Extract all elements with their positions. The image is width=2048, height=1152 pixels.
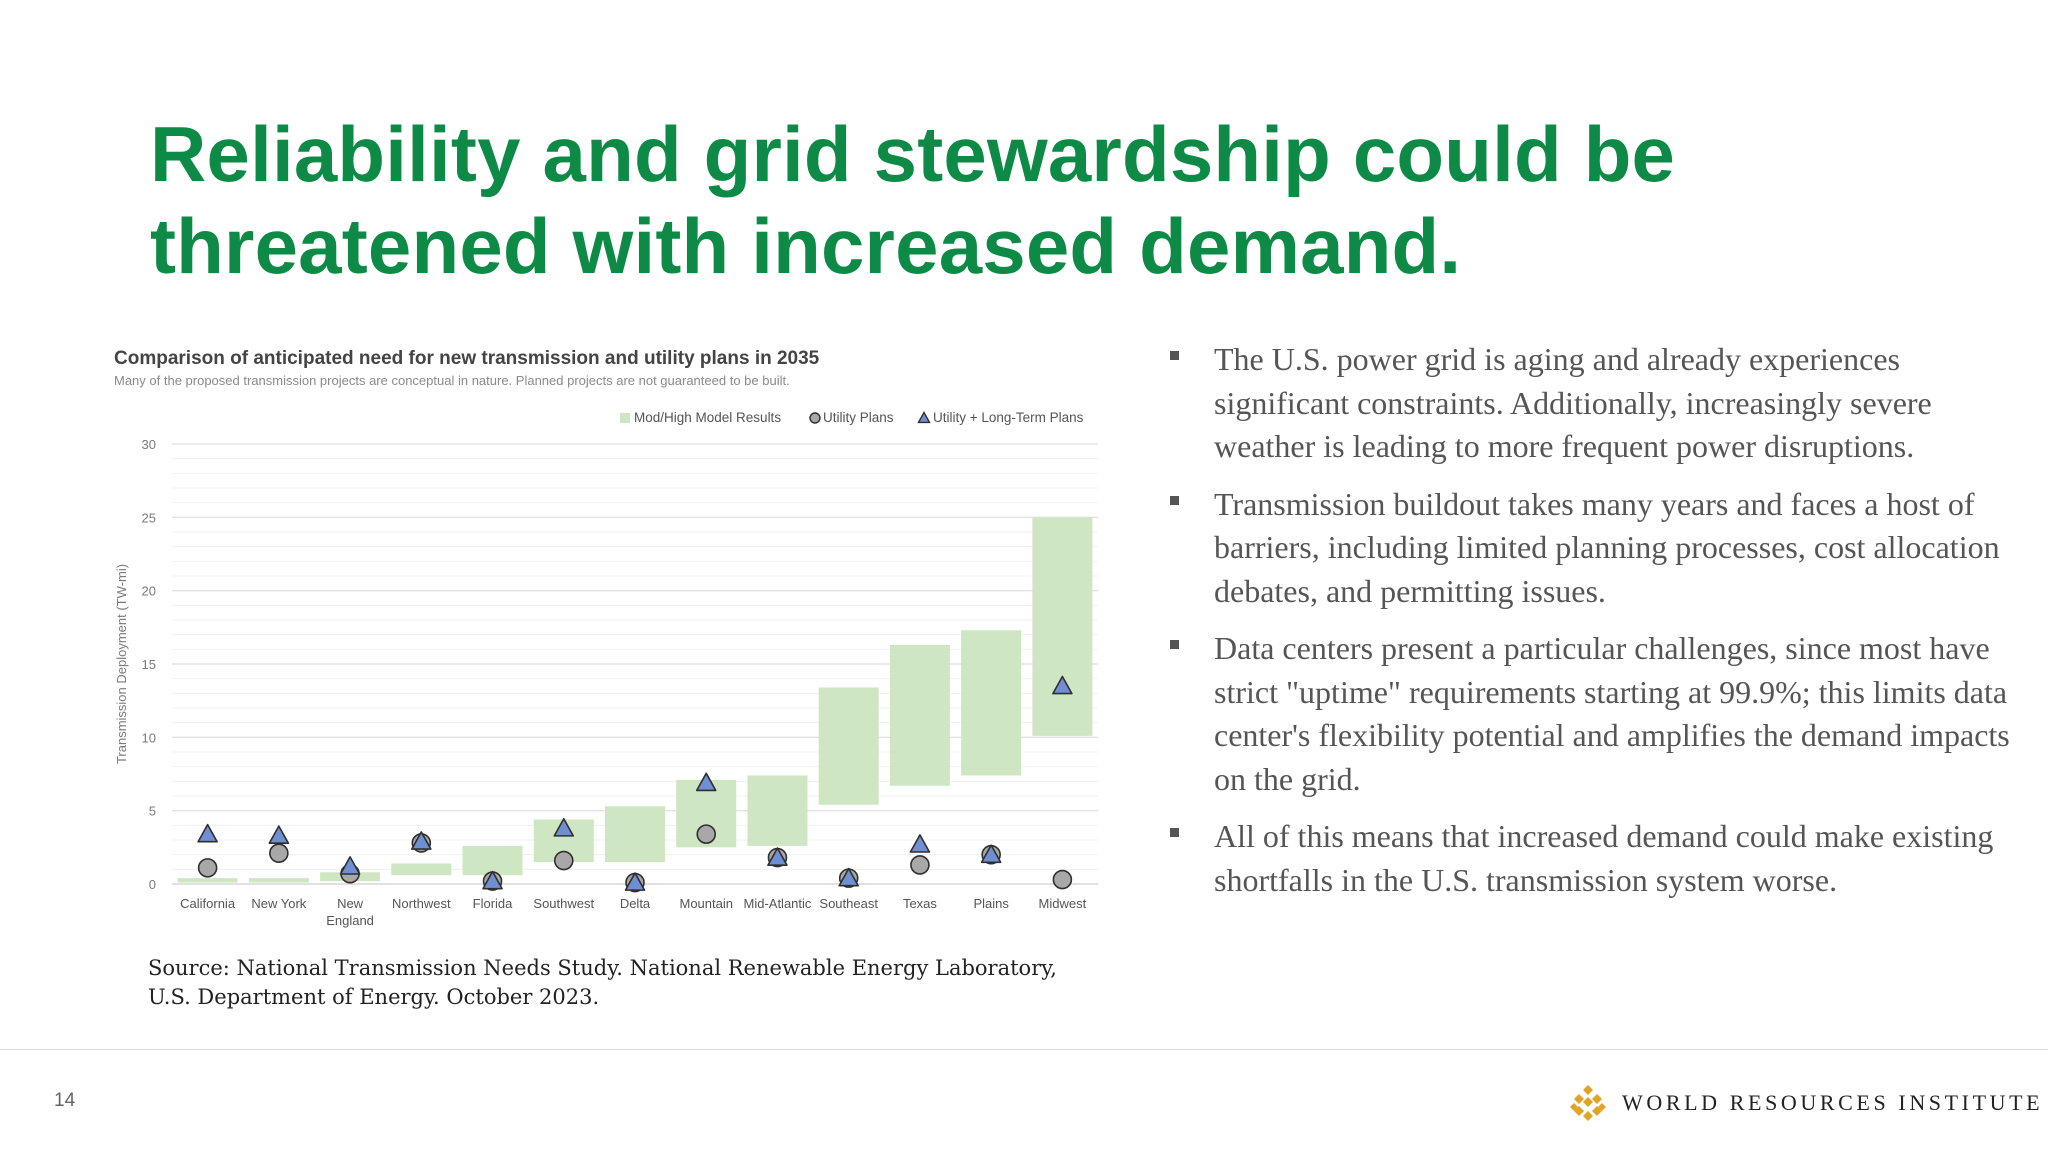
- bullet-text: All of this means that increased demand …: [1214, 818, 1994, 898]
- legend-label-circle: Utility Plans: [823, 410, 894, 425]
- range-bar: [177, 878, 238, 883]
- bullet-item: Transmission buildout takes many years a…: [1170, 483, 2010, 614]
- transmission-chart: Comparison of anticipated need for new t…: [106, 344, 1106, 944]
- chart-title: Comparison of anticipated need for new t…: [114, 348, 820, 369]
- utility-plans-point: [910, 855, 930, 875]
- long-term-plans-point: [909, 834, 931, 853]
- range-bar: [818, 687, 879, 805]
- x-category-label: Florida: [473, 896, 514, 911]
- range-bar: [1032, 517, 1093, 736]
- legend-swatch-range: [620, 413, 630, 423]
- range-bar: [889, 644, 950, 786]
- x-category-label: New York: [251, 896, 306, 911]
- square-bullet-icon: [1170, 351, 1179, 360]
- y-tick-label: 30: [142, 437, 156, 452]
- long-term-plans-point: [838, 867, 859, 887]
- x-category-label: Southeast: [819, 896, 878, 911]
- legend-swatch-circle: [809, 412, 821, 424]
- y-tick-label: 20: [142, 584, 156, 599]
- x-category-label: New: [337, 896, 364, 911]
- long-term-plans-point: [268, 825, 290, 844]
- x-category-label: Mountain: [679, 896, 732, 911]
- utility-plans-point: [696, 824, 717, 844]
- source-line-1: Source: National Transmission Needs Stud…: [148, 956, 1057, 980]
- x-category-label: Mid-Atlantic: [744, 896, 812, 911]
- slide-title-line-2: threatened with increased demand.: [150, 202, 1462, 290]
- y-tick-label: 10: [142, 730, 156, 745]
- wri-logo: WORLD RESOURCES INSTITUTE: [1568, 1083, 2043, 1123]
- x-category-label: England: [326, 913, 374, 928]
- utility-plans-point: [197, 858, 218, 878]
- x-category-label: Texas: [903, 896, 937, 911]
- y-axis-label: Transmission Deployment (TW-mi): [114, 564, 129, 764]
- long-term-plans-point: [980, 844, 1002, 864]
- utility-plans-point: [553, 850, 574, 871]
- y-tick-label: 15: [142, 657, 156, 672]
- x-category-label: Southwest: [533, 896, 594, 911]
- range-bar: [605, 806, 665, 862]
- long-term-plans-point: [624, 872, 646, 891]
- utility-plans-point: [1052, 869, 1073, 890]
- range-bar: [462, 845, 523, 876]
- bullet-text: The U.S. power grid is aging and already…: [1214, 341, 1932, 464]
- long-term-plans-point: [197, 823, 218, 843]
- bullet-text: Transmission buildout takes many years a…: [1214, 485, 2000, 609]
- legend-label-triangle: Utility + Long-Term Plans: [933, 410, 1084, 425]
- bullet-item: Data centers present a particular challe…: [1170, 627, 2010, 801]
- x-category-label: California: [180, 896, 236, 911]
- bullet-item: The U.S. power grid is aging and already…: [1170, 338, 2010, 469]
- x-category-label: Midwest: [1039, 896, 1087, 911]
- legend-swatch-triangle: [917, 411, 931, 424]
- wri-diamond-lattice-icon: [1570, 1085, 1606, 1121]
- slide-title-line-1: Reliability and grid stewardship could b…: [150, 110, 1676, 198]
- square-bullet-icon: [1170, 828, 1179, 837]
- source-citation: Source: National Transmission Needs Stud…: [148, 954, 1098, 1012]
- bullet-list: The U.S. power grid is aging and already…: [1170, 338, 2010, 916]
- wri-logo-text: WORLD RESOURCES INSTITUTE: [1622, 1090, 2044, 1115]
- long-term-plans-point: [411, 831, 432, 850]
- y-tick-label: 0: [149, 877, 156, 892]
- y-tick-label: 25: [142, 510, 156, 525]
- long-term-plans-point: [767, 847, 788, 866]
- long-term-plans-point: [1052, 675, 1073, 695]
- range-bar: [961, 630, 1022, 776]
- utility-plans-point: [269, 843, 289, 864]
- range-bar: [747, 775, 808, 846]
- footer-divider: [0, 1049, 2048, 1050]
- bullet-text: Data centers present a particular challe…: [1214, 630, 2010, 797]
- bullet-item: All of this means that increased demand …: [1170, 815, 2010, 902]
- chart-subtitle: Many of the proposed transmission projec…: [114, 373, 790, 388]
- long-term-plans-point: [339, 856, 361, 875]
- y-tick-label: 5: [149, 804, 156, 819]
- square-bullet-icon: [1170, 640, 1179, 649]
- square-bullet-icon: [1170, 495, 1179, 505]
- x-category-label: Northwest: [392, 896, 451, 911]
- slide-title: Reliability and grid stewardship could b…: [150, 108, 1800, 292]
- x-category-label: Plains: [973, 896, 1009, 911]
- long-term-plans-point: [695, 772, 717, 792]
- source-line-2: U.S. Department of Energy. October 2023.: [148, 985, 600, 1009]
- transmission-chart-svg: Comparison of anticipated need for new t…: [114, 348, 1098, 928]
- page-number: 14: [54, 1090, 76, 1111]
- range-bar: [391, 863, 452, 876]
- range-bar: [248, 878, 309, 883]
- legend-label-range: Mod/High Model Results: [634, 410, 781, 425]
- x-category-label: Delta: [620, 896, 651, 911]
- long-term-plans-point: [553, 817, 575, 837]
- long-term-plans-point: [482, 870, 503, 890]
